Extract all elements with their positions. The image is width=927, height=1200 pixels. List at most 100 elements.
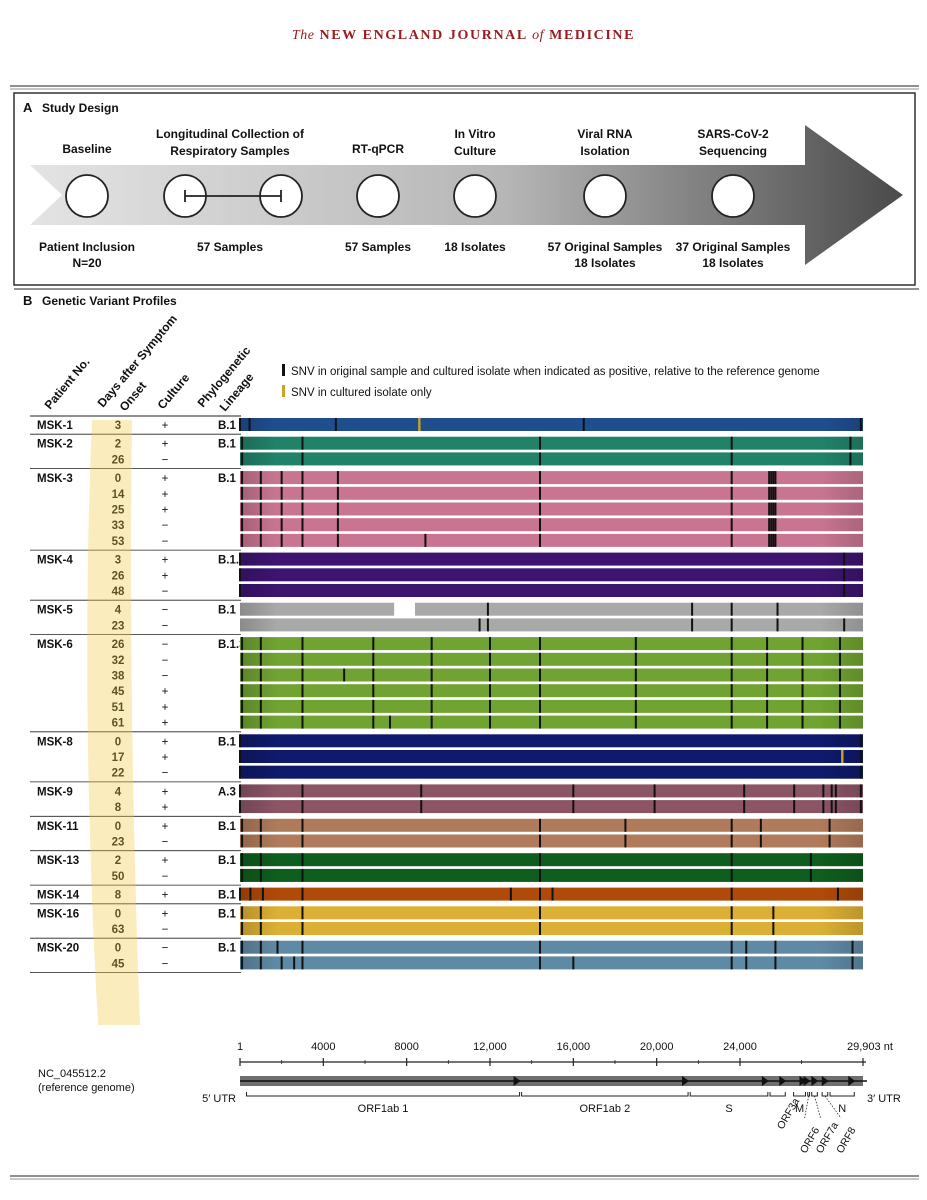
snv-mark: [572, 784, 575, 798]
step-circle: [453, 174, 497, 218]
snv-mark: [239, 734, 241, 748]
snv-mark: [766, 684, 769, 698]
sample-day: 32: [112, 655, 125, 667]
sequence-bar-shade: [240, 834, 863, 848]
snv-mark: [830, 800, 833, 814]
sample-day: 4: [115, 605, 122, 617]
patient-id: MSK-2: [37, 439, 73, 451]
gene-bracket: [829, 1092, 855, 1097]
snv-mark: [372, 684, 375, 698]
sequence-bar-shade: [240, 568, 863, 582]
snv-mark: [301, 533, 304, 547]
patient-group: MSK-6 B.1.3 26 − 32 − 38 − 45 +51 +61 +: [30, 637, 863, 733]
snv-mark: [280, 956, 283, 970]
snv-mark: [766, 637, 769, 651]
sample-day: 51: [112, 702, 125, 714]
snv-mark: [730, 436, 733, 450]
study-steps: Baseline Patient Inclusion N=20 Longitudina…: [39, 127, 791, 270]
sample-day: 26: [112, 454, 125, 466]
snv-mark: [301, 922, 304, 935]
snv-mark: [774, 502, 777, 516]
sample-culture: +: [162, 736, 169, 748]
snv-mark: [766, 652, 769, 666]
sample-day: 4: [115, 786, 122, 798]
sequence-bar-shade: [240, 452, 863, 466]
sample-day: 45: [112, 686, 125, 698]
snv-mark: [478, 618, 481, 632]
snv-mark: [336, 502, 339, 516]
step-top-label: Baseline: [62, 142, 112, 156]
snv-mark: [730, 452, 733, 466]
snv-mark: [301, 800, 304, 814]
snv-mark: [301, 784, 304, 798]
snv-mark: [828, 834, 831, 848]
step-top-label: Isolation: [580, 144, 629, 158]
snv-mark: [766, 699, 769, 713]
study-step: Viral RNA Isolation 57 Original Samples 18 …: [548, 127, 663, 270]
sample-culture: −: [162, 958, 169, 970]
snv-mark: [241, 922, 244, 935]
snv-mark: [259, 502, 262, 516]
snv-mark: [801, 684, 804, 698]
snv-mark: [486, 602, 489, 616]
snv-mark: [259, 818, 262, 832]
snv-mark: [509, 887, 512, 901]
panel-b-letter: B: [23, 293, 32, 308]
snv-mark: [843, 618, 846, 632]
study-step: In Vitro Culture 18 Isolates: [444, 127, 506, 254]
snv-mark: [259, 637, 262, 651]
snv-mark: [301, 518, 304, 532]
snv-mark: [572, 956, 575, 970]
patient-group: MSK-4 B.1.13 +26 +48−: [30, 552, 863, 601]
snv-mark: [239, 887, 241, 901]
sample-culture: +: [162, 473, 169, 485]
snv-mark: [259, 868, 262, 882]
gene-bracket: [521, 1092, 689, 1097]
snv-mark: [776, 618, 779, 632]
snv-mark: [772, 906, 775, 920]
snv-mark: [538, 956, 541, 970]
step-bottom-label: 18 Isolates: [702, 256, 764, 270]
snv-mark: [772, 471, 775, 485]
snv-mark: [730, 652, 733, 666]
sample-day: 33: [112, 520, 125, 532]
gene-bracket: [807, 1092, 811, 1097]
patient-id: MSK-8: [37, 736, 73, 748]
sequence-bar-shade: [240, 552, 863, 566]
sample-day: 48: [112, 586, 125, 598]
snv-mark: [239, 584, 241, 597]
snv-mark: [770, 502, 773, 516]
snv-mark: [241, 452, 244, 466]
sample-culture: +: [162, 686, 169, 698]
snv-mark: [430, 652, 433, 666]
snv-mark: [834, 784, 837, 798]
snv-mark: [241, 699, 244, 713]
snv-mark: [730, 818, 733, 832]
patient-lineage: B.1: [218, 473, 237, 485]
step-bottom-label: 37 Original Samples: [676, 240, 791, 254]
snv-mark: [851, 956, 854, 970]
snv-mark: [766, 715, 769, 729]
snv-mark: [259, 834, 262, 848]
gene-arrowhead: [761, 1076, 769, 1086]
journal-of: of: [532, 28, 545, 43]
sample-culture: +: [162, 718, 169, 730]
sequence-bar-shade: [240, 784, 863, 798]
coverage-gap: [394, 602, 415, 617]
sample-culture: +: [162, 702, 169, 714]
snv-mark: [859, 800, 862, 814]
patient-lineage: A.3: [218, 786, 236, 798]
sequence-bar-shade: [240, 637, 863, 651]
snv-mark: [634, 652, 637, 666]
sample-culture: −: [162, 605, 169, 617]
snv-mark: [809, 853, 812, 867]
patient-group: MSK-1 B.1 3 +: [30, 418, 863, 435]
snv-isolate-only-mark: [418, 418, 421, 431]
snv-mark: [730, 834, 733, 848]
gene-leader-line: [804, 1095, 810, 1119]
snv-mark: [730, 699, 733, 713]
snv-mark: [624, 834, 627, 848]
snv-mark: [388, 715, 391, 729]
step-top-label: SARS-CoV-2: [697, 127, 769, 141]
snv-mark: [772, 922, 775, 935]
